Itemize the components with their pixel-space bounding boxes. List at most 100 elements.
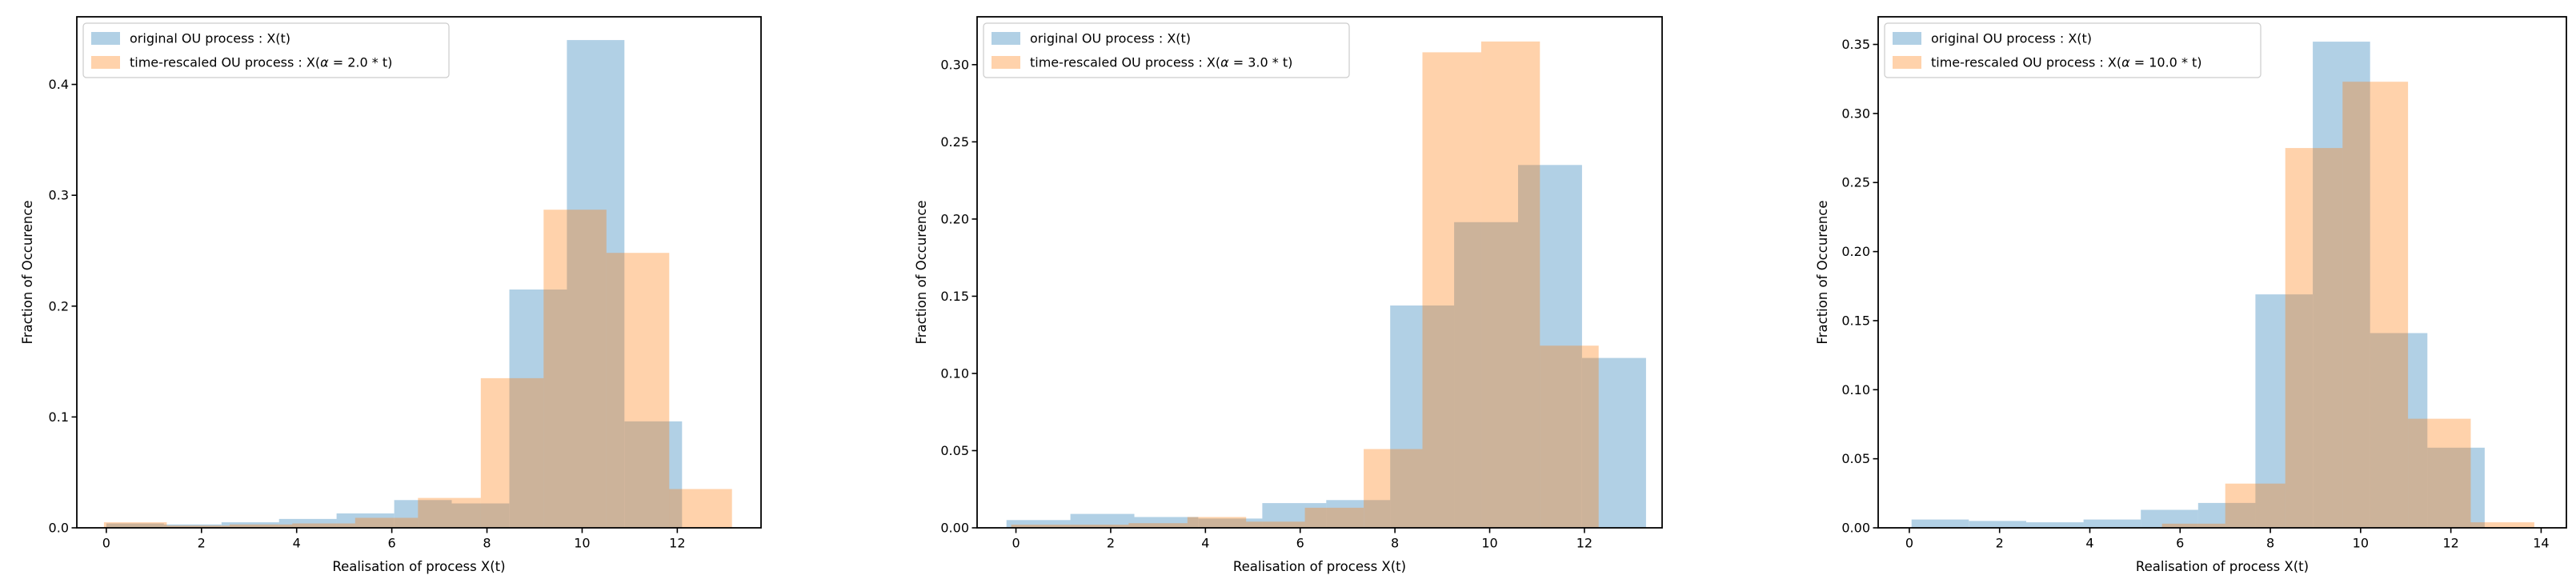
hist-bar [2427, 447, 2485, 528]
axes-spines [976, 16, 1663, 529]
x-axis-label: Realisation of process X(t) [1233, 559, 1406, 574]
legend-swatch-rescaled [91, 56, 120, 69]
x-tick-label: 2 [1107, 536, 1115, 551]
hist-bar [2370, 333, 2428, 528]
x-tick-label: 12 [2442, 536, 2458, 551]
x-tick-label: 4 [2085, 536, 2093, 551]
legend-box [983, 22, 1350, 78]
hist-bar [1390, 305, 1455, 528]
legend-swatch-rescaled [1893, 56, 1921, 69]
y-tick-label: 0.10 [1841, 382, 1870, 397]
series-original-ou [106, 40, 683, 529]
x-tick-label: 10 [1481, 536, 1497, 551]
subplot-histogram-alpha-2: 0 2 4 6 8 10 12 0.0 0.1 0.2 0.3 0.4 Realisation of p… [20, 16, 762, 574]
hist-bar [103, 522, 167, 528]
hist-bar [1070, 525, 1129, 528]
legend: original OU process : X(t) time-rescaled … [983, 22, 1350, 78]
hist-bar [278, 518, 337, 528]
hist-bar [1128, 523, 1188, 528]
hist-bar [1070, 513, 1135, 528]
legend-swatch-original [992, 32, 1020, 45]
x-tick-label: 12 [1576, 536, 1592, 551]
x-tick-label: 8 [1391, 536, 1399, 551]
series-rescaled-ou [1011, 41, 1599, 528]
y-tick-label: 0.00 [1841, 521, 1870, 536]
hist-bar [221, 522, 279, 528]
hist-bar [2255, 294, 2313, 528]
y-tick-label: 0.3 [49, 188, 69, 203]
hist-bar [1304, 507, 1364, 528]
legend-label-rescaled: time-rescaled OU process : X(α = 10.0 * … [1931, 55, 2202, 70]
x-tick-label: 2 [198, 536, 206, 551]
legend-box [82, 22, 450, 78]
hist-bar [606, 253, 670, 528]
hist-bar [1326, 500, 1391, 528]
y-tick-label: 0.0 [49, 521, 69, 536]
hist-bar [480, 377, 544, 528]
series-rescaled-ou [103, 210, 732, 528]
legend-label-original: original OU process : X(t) [130, 31, 290, 46]
y-tick-label: 0.25 [1841, 175, 1870, 190]
legend-swatch-original [1893, 32, 1921, 45]
y-tick-label: 0.05 [940, 443, 969, 458]
hist-bar [567, 40, 625, 529]
hist-bar [229, 524, 293, 528]
hist-bar [355, 517, 419, 528]
subplot-histogram-alpha-3: 0 2 4 6 8 10 12 0.00 0.05 0.10 0.15 0.20 0.25 0.30 Rea… [914, 16, 1663, 574]
legend-label-original: original OU process : X(t) [1030, 31, 1191, 46]
axes-spines [76, 16, 762, 529]
y-tick-label: 0.2 [49, 298, 69, 313]
x-tick-label: 8 [2266, 536, 2274, 551]
x-tick-label: 12 [669, 536, 685, 551]
hist-bar [1364, 449, 1423, 528]
y-tick-label: 0.00 [940, 521, 969, 536]
x-tick-label: 6 [388, 536, 396, 551]
x-tick-label: 0 [1012, 536, 1020, 551]
hist-bar [2313, 42, 2370, 529]
y-tick-label: 0.20 [1841, 244, 1870, 259]
x-tick-label: 4 [1201, 536, 1209, 551]
hist-bar [1422, 52, 1481, 528]
y-tick-label: 0.20 [940, 211, 969, 226]
series-rescaled-ou [2161, 82, 2534, 528]
hist-bar [1582, 357, 1646, 528]
hist-bar [2141, 509, 2198, 528]
hist-bar [1246, 521, 1305, 528]
hist-bar [1911, 519, 1969, 528]
hist-bar [1011, 525, 1070, 528]
hist-bar [163, 524, 222, 528]
legend-label-rescaled: time-rescaled OU process : X(α = 3.0 * t… [1030, 55, 1292, 70]
hist-bar [1969, 521, 2026, 528]
hist-bar [2083, 519, 2141, 528]
x-tick-label: 14 [2533, 536, 2549, 551]
y-tick-label: 0.25 [940, 134, 969, 150]
y-tick-label: 0.4 [49, 77, 69, 92]
hist-bar [2285, 148, 2343, 528]
y-tick-label: 0.15 [940, 289, 969, 304]
hist-bar [106, 523, 164, 528]
x-tick-label: 0 [102, 536, 110, 551]
legend-box [1884, 22, 2262, 78]
x-tick-label: 8 [483, 536, 491, 551]
hist-bar [1454, 222, 1518, 528]
legend-label-original: original OU process : X(t) [1931, 31, 2092, 46]
y-tick-label: 0.1 [49, 409, 69, 425]
hist-bar [1480, 41, 1540, 528]
hist-bar [1540, 345, 1599, 528]
hist-bar [1134, 517, 1199, 528]
hist-bar [624, 421, 683, 528]
series-original-ou [1911, 42, 2485, 529]
y-tick-label: 0.30 [1841, 106, 1870, 121]
y-axis-label: Fraction of Occurence [20, 200, 35, 344]
legend-swatch-rescaled [992, 56, 1020, 69]
hist-bar [2161, 523, 2225, 528]
hist-bar [1006, 520, 1071, 528]
subplot-histogram-alpha-10: 0 2 4 6 8 10 12 14 0.00 0.05 0.10 0.15 0.20 0.25 0.30 0… [1815, 16, 2567, 574]
x-tick-label: 10 [574, 536, 590, 551]
y-tick-label: 0.30 [940, 57, 969, 72]
legend: original OU process : X(t) time-rescaled … [1884, 22, 2262, 78]
hist-bar [1198, 518, 1263, 528]
y-tick-label: 0.15 [1841, 313, 1870, 328]
y-tick-label: 0.10 [940, 365, 969, 381]
